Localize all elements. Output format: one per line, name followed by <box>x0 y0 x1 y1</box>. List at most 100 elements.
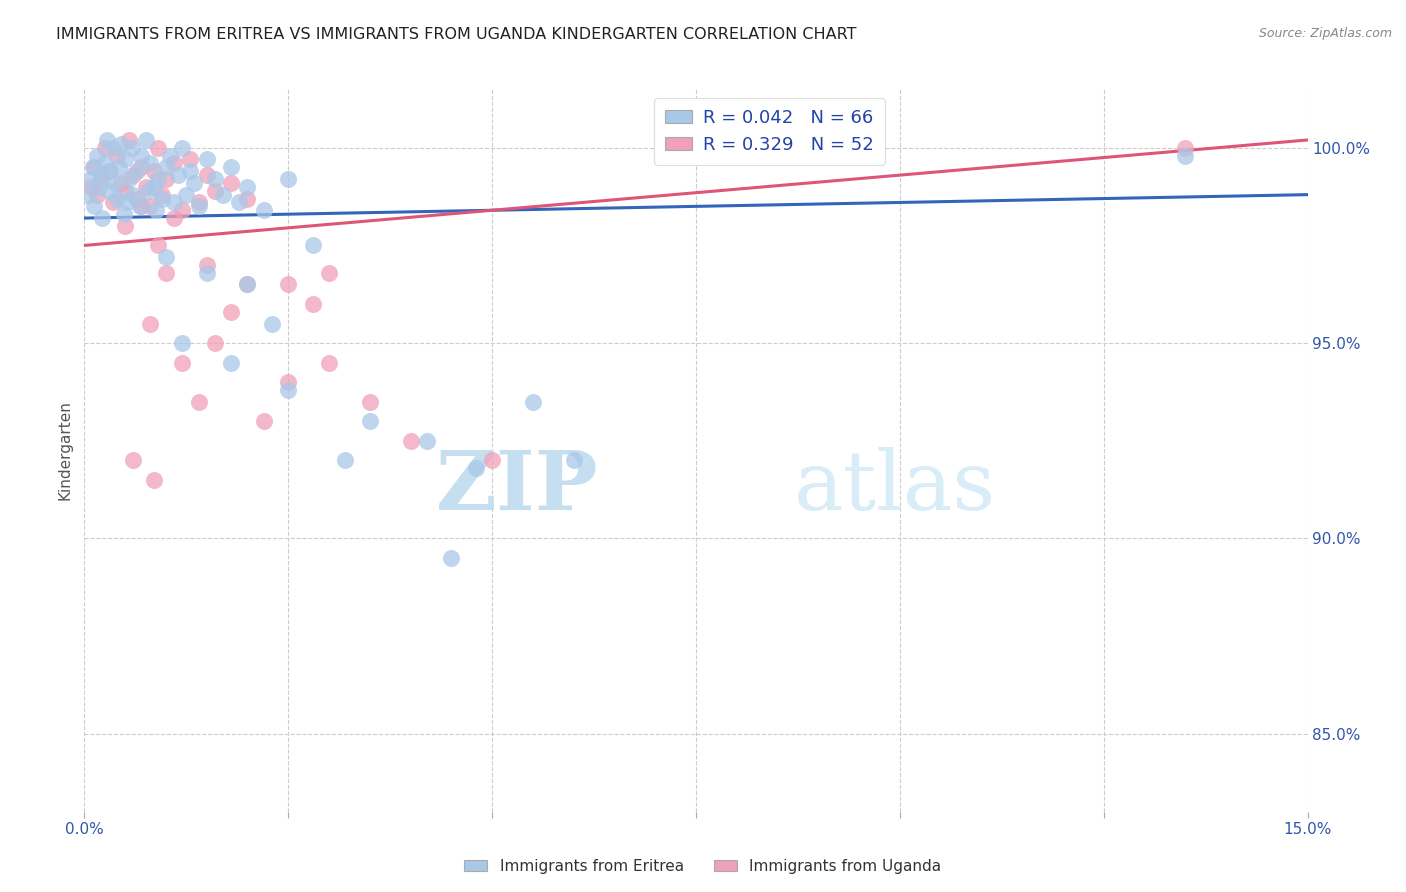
Text: IMMIGRANTS FROM ERITREA VS IMMIGRANTS FROM UGANDA KINDERGARTEN CORRELATION CHART: IMMIGRANTS FROM ERITREA VS IMMIGRANTS FR… <box>56 27 856 42</box>
Text: ZIP: ZIP <box>436 447 598 526</box>
Point <box>105 192 128 206</box>
Point <box>163 156 186 170</box>
Point <box>163 195 186 210</box>
Point <box>236 277 259 292</box>
Text: Source: ZipAtlas.com: Source: ZipAtlas.com <box>1258 27 1392 40</box>
Point <box>416 434 439 448</box>
Point <box>163 211 186 225</box>
Point <box>100 164 122 178</box>
Point <box>114 184 136 198</box>
Point <box>97 184 120 198</box>
Point <box>399 434 422 448</box>
Point <box>107 161 129 175</box>
Point <box>138 317 160 331</box>
Point <box>118 172 141 186</box>
Text: atlas: atlas <box>794 447 995 526</box>
Point <box>301 238 323 252</box>
Point <box>464 461 486 475</box>
Point <box>142 164 165 178</box>
Point <box>167 168 190 182</box>
Point <box>277 375 299 389</box>
Point <box>122 168 145 182</box>
Point <box>77 187 100 202</box>
Point <box>118 133 141 147</box>
Point <box>155 161 177 175</box>
Point <box>172 336 194 351</box>
Point <box>122 187 145 202</box>
Point <box>335 453 357 467</box>
Point <box>219 176 242 190</box>
Point <box>101 195 124 210</box>
Point <box>115 195 138 210</box>
Point <box>93 141 115 155</box>
Point <box>159 148 181 162</box>
Point <box>146 172 169 186</box>
Point <box>135 133 157 147</box>
Point <box>219 355 242 369</box>
Point <box>122 453 145 467</box>
Point <box>179 153 201 167</box>
Point <box>172 203 194 218</box>
Point <box>80 172 103 186</box>
Point <box>318 355 340 369</box>
Point <box>155 266 177 280</box>
Legend: R = 0.042   N = 66, R = 0.329   N = 52: R = 0.042 N = 66, R = 0.329 N = 52 <box>654 98 884 165</box>
Point <box>179 164 201 178</box>
Point <box>138 199 160 213</box>
Point <box>253 414 276 428</box>
Point <box>195 153 218 167</box>
Point <box>96 133 118 147</box>
Point <box>236 277 259 292</box>
Point <box>87 179 110 194</box>
Point <box>172 141 194 155</box>
Point <box>301 297 323 311</box>
Point <box>1174 141 1197 155</box>
Point <box>101 141 124 155</box>
Point <box>86 187 108 202</box>
Point <box>195 258 218 272</box>
Point <box>219 161 242 175</box>
Point <box>187 394 209 409</box>
Point <box>80 179 103 194</box>
Point <box>82 161 104 175</box>
Point <box>195 168 218 182</box>
Point <box>83 161 105 175</box>
Point <box>440 550 463 565</box>
Point <box>522 394 544 409</box>
Point <box>86 148 108 162</box>
Point <box>90 172 112 186</box>
Point <box>127 164 149 178</box>
Point <box>318 266 340 280</box>
Point <box>127 192 149 206</box>
Point <box>219 305 242 319</box>
Point <box>105 148 128 162</box>
Point <box>228 195 250 210</box>
Point <box>110 136 132 151</box>
Point <box>1174 148 1197 162</box>
Point <box>114 153 136 167</box>
Point <box>562 453 585 467</box>
Point <box>187 195 209 210</box>
Point <box>204 336 226 351</box>
Point <box>145 203 167 218</box>
Point <box>174 187 197 202</box>
Point <box>155 172 177 186</box>
Point <box>204 172 226 186</box>
Point <box>236 179 259 194</box>
Point <box>97 164 120 178</box>
Point <box>359 414 381 428</box>
Point <box>136 184 159 198</box>
Point <box>187 199 209 213</box>
Point <box>359 394 381 409</box>
Point <box>481 453 503 467</box>
Point <box>112 207 135 221</box>
Point <box>131 161 153 175</box>
Point <box>91 211 114 225</box>
Point <box>142 473 165 487</box>
Point <box>212 187 235 202</box>
Point <box>142 179 165 194</box>
Legend: Immigrants from Eritrea, Immigrants from Uganda: Immigrants from Eritrea, Immigrants from… <box>458 853 948 880</box>
Point <box>110 176 132 190</box>
Point <box>146 238 169 252</box>
Point <box>83 199 105 213</box>
